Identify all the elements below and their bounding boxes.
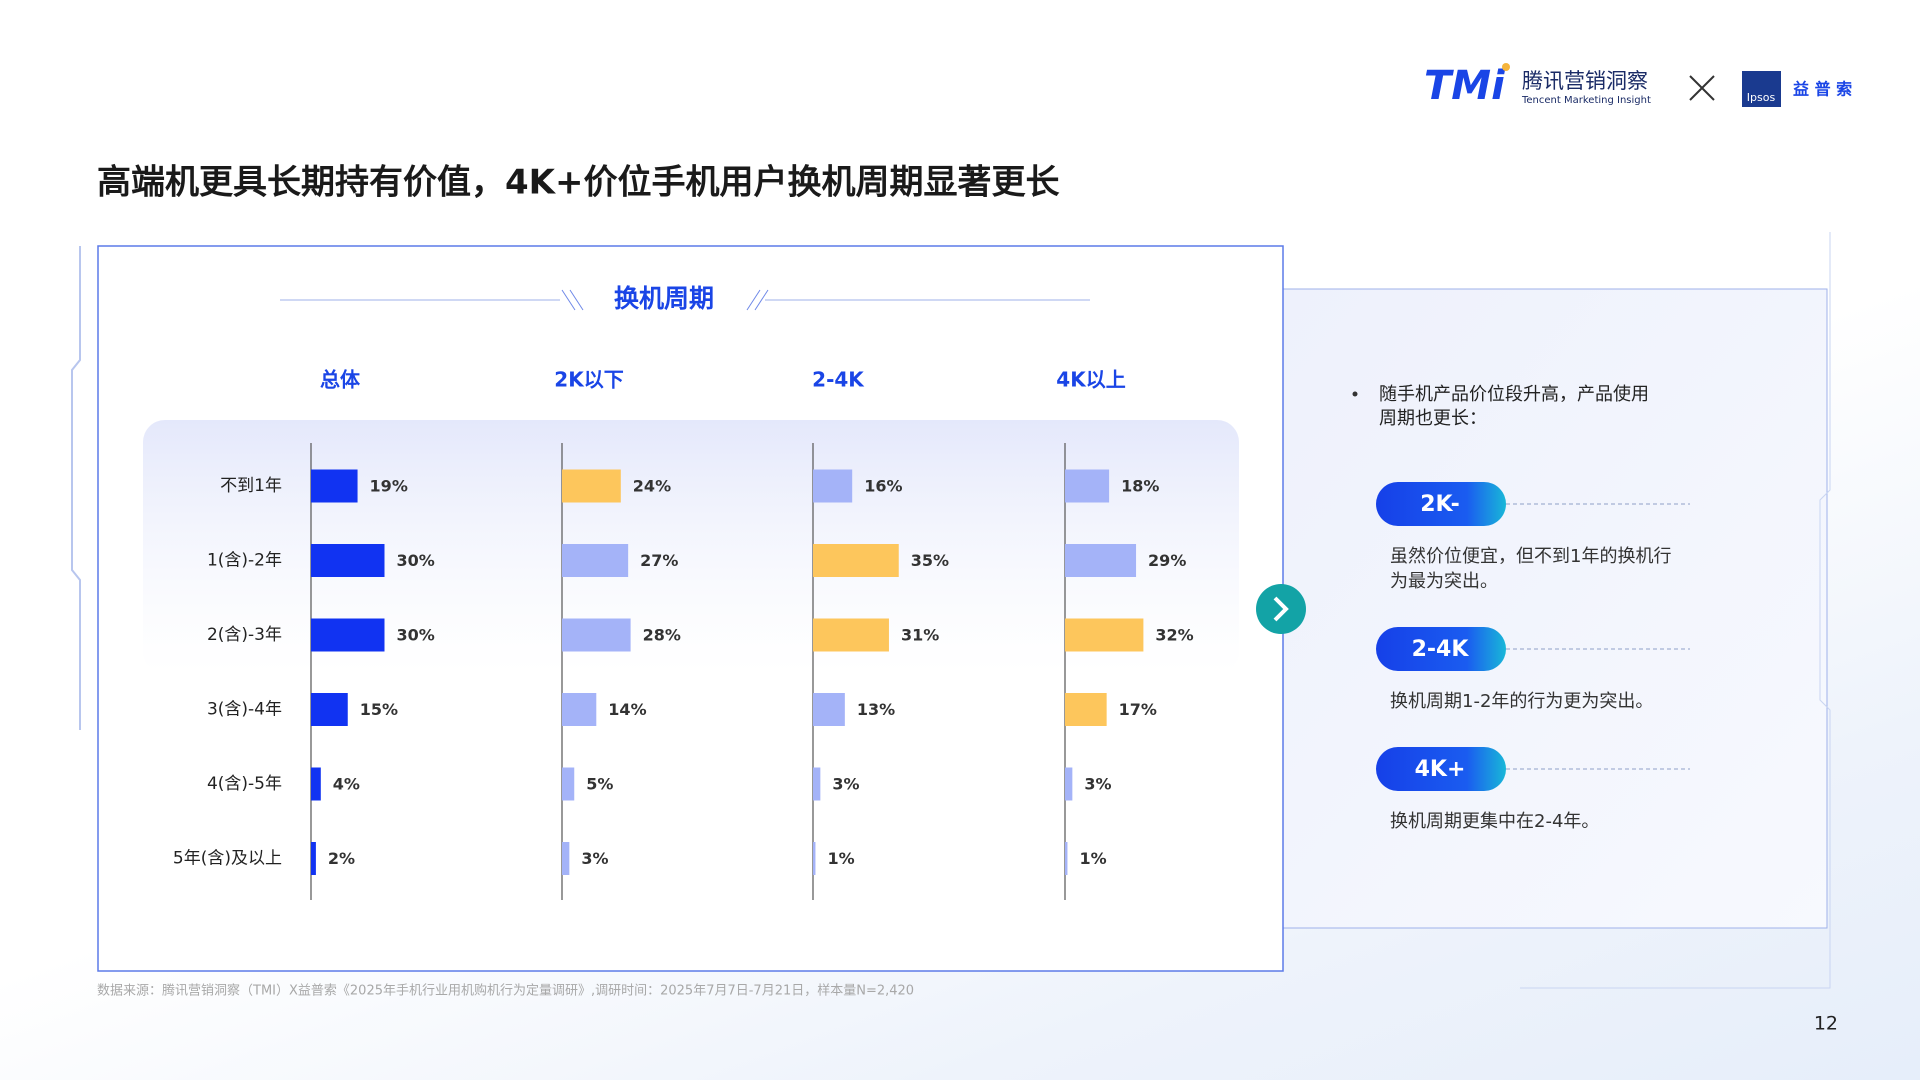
panel-title: 换机周期 <box>614 284 714 313</box>
value-label: 32% <box>1155 626 1193 645</box>
shade <box>143 420 1239 674</box>
bar <box>311 693 348 726</box>
value-label: 28% <box>643 626 681 645</box>
bar <box>813 767 821 801</box>
deco-slash <box>561 289 769 311</box>
bar <box>562 693 597 726</box>
intro-line: 周期也更长： <box>1379 408 1487 429</box>
bar <box>562 544 629 577</box>
bar <box>1065 767 1073 801</box>
slide-title: 高端机更具长期持有价值，4K+价位手机用户换机周期显著更长 <box>97 163 1060 203</box>
category-label: 3(含)-4年 <box>207 700 282 720</box>
tag-label: 2-4K <box>1412 637 1470 662</box>
category-label: 2(含)-3年 <box>207 625 282 645</box>
value-label: 1% <box>1079 849 1106 868</box>
bar <box>1065 842 1068 875</box>
note-line: 虽然价位便宜，但不到1年的换机行 <box>1390 546 1671 567</box>
bar <box>1065 469 1110 503</box>
tag-pill <box>1376 482 1506 526</box>
tag-pill <box>1376 627 1506 671</box>
bar <box>1065 693 1107 726</box>
value-label: 30% <box>397 551 435 570</box>
chart-title: 总体 <box>320 368 361 392</box>
bar <box>813 842 816 875</box>
category-label: 1(含)-2年 <box>207 551 282 571</box>
bar <box>813 693 845 726</box>
note-line: 为最为突出。 <box>1390 571 1498 592</box>
source: 数据来源：腾讯营销洞察（TMI）X益普索《2025年手机行业用机购机行为定量调研… <box>97 983 914 999</box>
frame-deco <box>1520 232 1831 989</box>
value-label: 29% <box>1148 551 1186 570</box>
value-label: 3% <box>832 775 859 794</box>
note-line: 换机周期更集中在2-4年。 <box>1390 811 1599 832</box>
tag-label: 2K- <box>1420 492 1460 517</box>
intro-line: 随手机产品价位段升高，产品使用 <box>1379 384 1649 405</box>
value-label: 15% <box>360 700 398 719</box>
bar <box>813 544 899 577</box>
value-label: 2% <box>328 849 355 868</box>
value-label: 18% <box>1121 477 1159 496</box>
bar <box>311 544 385 577</box>
note-line: 换机周期1-2年的行为更为突出。 <box>1390 691 1653 712</box>
value-label: 24% <box>633 477 671 496</box>
partner-mark: Ipsos <box>1747 91 1776 104</box>
bar <box>1065 544 1137 577</box>
value-label: 14% <box>608 700 646 719</box>
cross <box>1689 75 1715 101</box>
value-label: 4% <box>333 775 360 794</box>
chart-title: 2K以下 <box>554 368 623 392</box>
bar <box>562 842 570 875</box>
value-label: 19% <box>370 477 408 496</box>
partner-box <box>1742 71 1781 107</box>
value-label: 30% <box>397 626 435 645</box>
chart-title: 2-4K <box>812 368 865 392</box>
value-label: 16% <box>864 477 902 496</box>
bar <box>311 842 316 875</box>
logo-dot <box>1502 63 1510 71</box>
bar <box>813 469 853 503</box>
bar <box>311 618 385 652</box>
logo-sub: Tencent Marketing Insight <box>1521 95 1651 106</box>
value-label: 17% <box>1119 700 1157 719</box>
page-number: 12 <box>1814 1013 1838 1035</box>
value-label: 3% <box>581 849 608 868</box>
tag-pill <box>1376 747 1506 791</box>
logo-name: 腾讯营销洞察 <box>1522 69 1648 93</box>
value-label: 27% <box>640 551 678 570</box>
bar <box>562 469 621 503</box>
value-label: 35% <box>911 551 949 570</box>
chart-title: 4K以上 <box>1056 368 1125 392</box>
bar <box>562 767 575 801</box>
category-label: 5年(含)及以上 <box>173 849 282 869</box>
value-label: 13% <box>857 700 895 719</box>
logo-mark: TMi <box>1424 63 1506 109</box>
arrow-circle <box>1256 584 1306 634</box>
value-label: 5% <box>586 775 613 794</box>
partner-name: 益 普 索 <box>1793 80 1852 99</box>
value-label: 1% <box>827 849 854 868</box>
bar <box>562 618 631 652</box>
frame-deco <box>71 246 81 730</box>
bar <box>813 618 889 652</box>
category-label: 不到1年 <box>220 476 282 496</box>
bar <box>1065 618 1144 652</box>
bullet <box>1352 391 1358 397</box>
value-label: 3% <box>1084 775 1111 794</box>
category-label: 4(含)-5年 <box>207 774 282 794</box>
bar <box>311 469 358 503</box>
arrow <box>1273 596 1289 622</box>
value-label: 31% <box>901 626 939 645</box>
notes-panel <box>1282 288 1828 929</box>
bar <box>311 767 321 801</box>
tag-label: 4K+ <box>1415 757 1466 782</box>
